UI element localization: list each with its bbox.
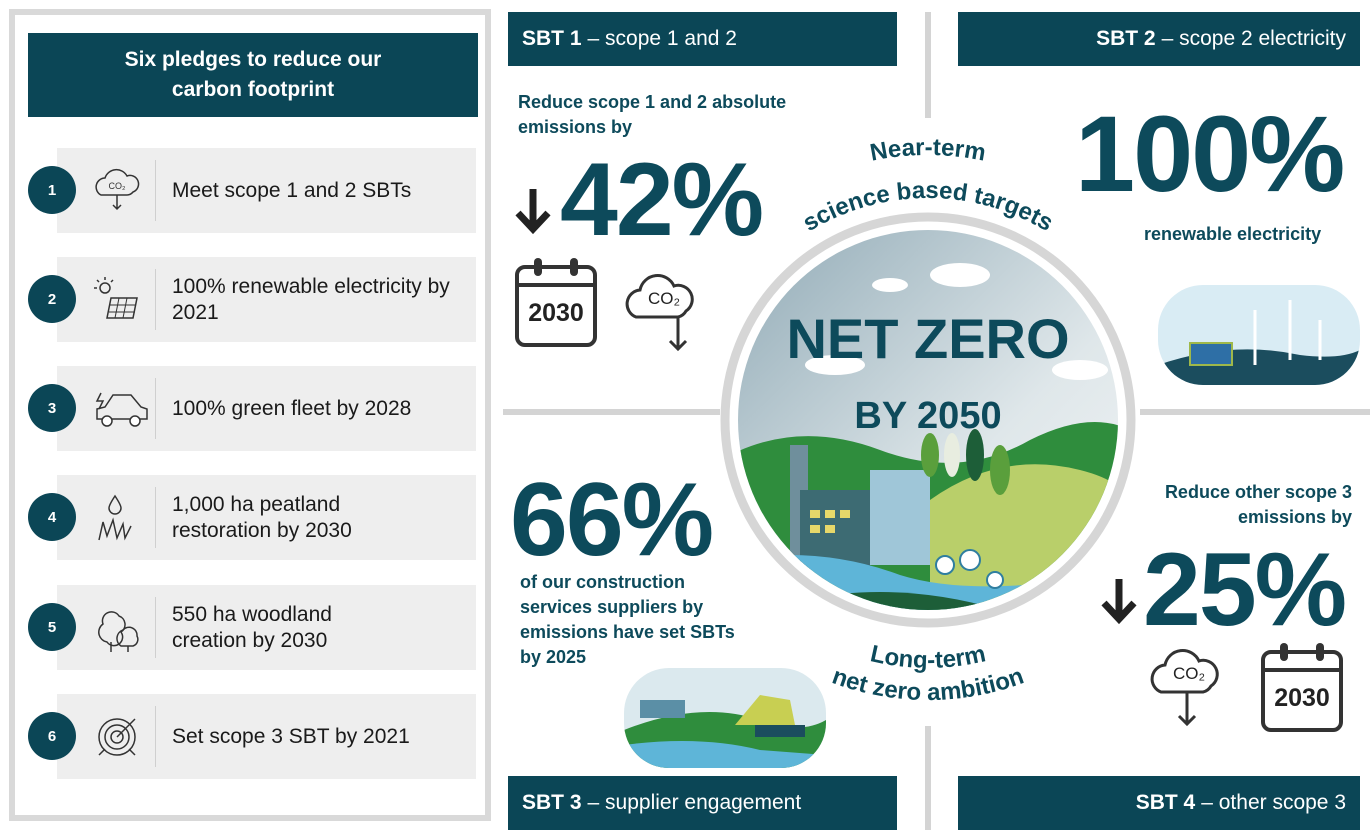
pledge-row: 2 100% renewable electricity by 2021 [57,257,476,342]
down-arrow [510,185,556,235]
sbt4-header: SBT 4– other scope 3 [958,776,1360,830]
sbt1-intro: Reduce scope 1 and 2 absolute emissions … [518,90,828,140]
pledges-title: Six pledges to reduce our carbon footpri… [123,45,383,105]
divider [155,597,156,658]
pledge-number: 5 [28,603,76,651]
sbt3-caption: of our construction services suppliers b… [520,570,755,670]
pledge-number: 2 [28,275,76,323]
sbt-label: SBT 3 [522,791,582,815]
sbt3-header: SBT 3– supplier engagement [508,776,897,830]
co2-icon: CO₂ [1145,640,1235,735]
co2-label: CO₂ [1173,664,1205,683]
divider [155,378,156,439]
divider [155,487,156,548]
pledge-text: 100% green fleet by 2028 [172,396,467,422]
pledge-text: Meet scope 1 and 2 SBTs [172,178,467,204]
renewables-illustration [1158,285,1360,385]
sbt-description: – other scope 3 [1201,791,1346,815]
infographic: Six pledges to reduce our carbon footpri… [0,0,1370,830]
pledge-number: 3 [28,384,76,432]
sbt-label: SBT 4 [1136,791,1196,815]
co2-icon: CO₂ [91,165,143,217]
calendar-year: 2030 [1274,684,1330,712]
down-arrow [1096,575,1142,625]
pledge-row: 6 Set scope 3 SBT by 2021 [57,694,476,779]
sbt4-intro: Reduce other scope 3 emissions by [1130,480,1352,530]
divider [155,269,156,330]
sbt-description: – scope 2 electricity [1162,27,1346,51]
solar-icon [91,274,143,326]
sbt-label: SBT 2 [1096,27,1156,51]
pledge-row: 5 550 ha woodland creation by 2030 [57,585,476,670]
sbt2-value: 100% [1075,100,1343,208]
trees-icon [91,602,143,654]
sbt-description: – supplier engagement [588,791,802,815]
sbt1-value: 42% [560,148,762,252]
calendar-icon: 2030 [512,255,602,350]
pledge-number: 1 [28,166,76,214]
divider [155,706,156,767]
sbt-description: – scope 1 and 2 [588,27,737,51]
divider [155,160,156,221]
pledge-text: 100% renewable electricity by 2021 [172,274,467,326]
svg-text:CO₂: CO₂ [109,181,127,191]
pledge-number: 4 [28,493,76,541]
sbt1-header: SBT 1– scope 1 and 2 [508,12,897,66]
pledge-text: 550 ha woodland creation by 2030 [172,602,372,654]
sbt3-value: 66% [510,468,712,572]
peatland-icon [91,492,143,544]
calendar-year: 2030 [528,299,584,327]
car-icon [91,383,151,435]
construction-illustration [624,668,826,768]
sbt-label: SBT 1 [522,27,582,51]
pledges-title-box: Six pledges to reduce our carbon footpri… [28,33,478,117]
calendar-icon: 2030 [1258,640,1348,735]
pledge-text: Set scope 3 SBT by 2021 [172,724,467,750]
sbt2-caption: renewable electricity [1144,222,1321,247]
pledge-row: 4 1,000 ha peatland restoration by 2030 [57,475,476,560]
sbt2-header: SBT 2– scope 2 electricity [958,12,1360,66]
pledge-row: 1 CO₂ Meet scope 1 and 2 SBTs [57,148,476,233]
co2-label: CO₂ [648,289,680,308]
pledge-row: 3 100% green fleet by 2028 [57,366,476,451]
pledge-number: 6 [28,712,76,760]
sbt4-value: 25% [1143,538,1345,642]
target-icon [91,711,143,763]
co2-icon: CO₂ [620,265,710,355]
pledge-text: 1,000 ha peatland restoration by 2030 [172,492,402,544]
